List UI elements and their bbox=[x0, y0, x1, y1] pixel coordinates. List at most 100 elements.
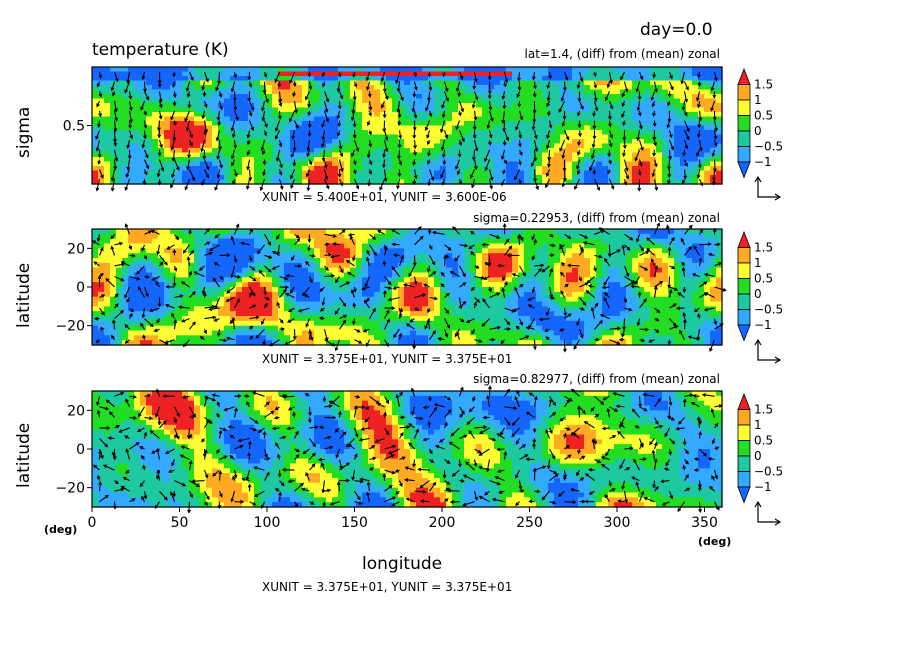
heat-cell bbox=[392, 121, 399, 127]
heat-cell bbox=[494, 89, 501, 95]
heat-cell bbox=[542, 267, 549, 274]
heat-cell bbox=[404, 139, 411, 145]
heat-cell bbox=[104, 112, 111, 118]
wind-vector-head bbox=[366, 86, 370, 91]
heat-cell bbox=[362, 103, 369, 109]
heat-cell bbox=[668, 121, 675, 127]
heat-cell bbox=[206, 80, 213, 86]
heat-cell bbox=[344, 80, 351, 86]
heat-cell bbox=[464, 282, 471, 288]
heat-cell bbox=[164, 282, 171, 288]
wind-vector-head bbox=[233, 145, 238, 150]
heat-cell bbox=[326, 161, 333, 167]
heat-cell bbox=[212, 148, 219, 154]
heat-cell bbox=[176, 262, 183, 269]
heat-cell bbox=[458, 267, 465, 274]
heat-cell bbox=[152, 152, 159, 158]
heat-cell bbox=[272, 233, 279, 240]
heat-cell bbox=[206, 262, 213, 269]
heat-cell bbox=[566, 248, 573, 254]
heat-cell bbox=[296, 282, 303, 288]
heat-cell bbox=[128, 272, 135, 278]
wind-vector-head bbox=[368, 161, 373, 166]
heat-cell bbox=[584, 134, 591, 140]
wind-vector-head bbox=[159, 144, 163, 149]
heat-cell bbox=[482, 143, 489, 149]
heat-cell bbox=[98, 116, 105, 122]
heat-cell bbox=[542, 166, 549, 172]
heat-cell bbox=[692, 248, 699, 254]
heat-cell bbox=[356, 121, 363, 127]
heat-cell bbox=[320, 148, 327, 154]
wind-vector bbox=[547, 91, 551, 101]
heat-cell bbox=[428, 179, 435, 185]
heat-cell bbox=[320, 248, 327, 254]
heat-cell bbox=[302, 243, 309, 249]
wind-vector-head bbox=[230, 88, 235, 93]
heat-cell bbox=[662, 179, 669, 185]
heat-cell bbox=[602, 179, 609, 185]
wind-vector bbox=[425, 100, 431, 111]
heat-cell bbox=[662, 80, 669, 86]
heat-cell bbox=[176, 76, 183, 82]
heat-cell bbox=[500, 89, 507, 95]
heat-cell bbox=[410, 112, 417, 118]
wind-vector-head bbox=[324, 175, 329, 180]
heat-cell bbox=[614, 258, 621, 264]
heat-cell bbox=[632, 94, 639, 100]
heat-cell bbox=[368, 272, 375, 278]
heat-cell bbox=[698, 233, 705, 240]
heat-cell bbox=[110, 166, 117, 172]
heat-cell bbox=[362, 272, 369, 278]
heat-cell bbox=[284, 112, 291, 118]
heat-cell bbox=[584, 253, 591, 259]
heat-cell bbox=[566, 89, 573, 95]
heat-cell bbox=[590, 161, 597, 167]
heat-cell bbox=[260, 175, 267, 181]
heat-cell bbox=[230, 139, 237, 145]
heat-cell bbox=[332, 134, 339, 140]
heat-cell bbox=[542, 130, 549, 136]
heat-cell bbox=[314, 175, 321, 181]
heat-cell bbox=[104, 157, 111, 163]
heat-cell bbox=[470, 94, 477, 100]
wind-vector bbox=[96, 178, 101, 191]
heat-cell bbox=[134, 179, 141, 185]
heat-cell bbox=[98, 179, 105, 185]
wind-vector-head bbox=[124, 186, 129, 191]
heat-cell bbox=[680, 262, 687, 269]
heat-cell bbox=[668, 98, 675, 104]
wind-vector-head bbox=[292, 82, 297, 88]
heat-cell bbox=[596, 179, 603, 185]
heat-cell bbox=[314, 112, 321, 118]
heat-cell bbox=[248, 89, 255, 95]
heat-cell bbox=[704, 125, 711, 131]
heat-cell bbox=[548, 139, 555, 145]
heat-cell bbox=[452, 89, 459, 95]
heat-cell bbox=[602, 253, 609, 259]
heat-cell bbox=[278, 71, 285, 77]
heat-cell bbox=[332, 262, 339, 269]
heat-cell bbox=[542, 248, 549, 254]
heat-cell bbox=[680, 80, 687, 86]
heat-cell bbox=[470, 130, 477, 136]
heat-cell bbox=[392, 85, 399, 91]
wind-vector-head bbox=[545, 184, 549, 189]
heat-cell bbox=[554, 94, 561, 100]
heat-cell bbox=[512, 170, 519, 176]
wind-vector-head bbox=[172, 102, 177, 107]
heat-cell bbox=[446, 170, 453, 176]
heat-cell bbox=[698, 161, 705, 167]
heat-cell bbox=[536, 94, 543, 100]
heat-cell bbox=[302, 80, 309, 86]
heat-cell bbox=[260, 98, 267, 104]
heat-cell bbox=[290, 148, 297, 154]
heat-cell bbox=[362, 166, 369, 172]
heat-cell bbox=[128, 262, 135, 269]
heat-cell bbox=[512, 94, 519, 100]
heat-cell bbox=[188, 277, 195, 283]
heat-cell bbox=[308, 248, 315, 254]
heat-cell bbox=[440, 67, 447, 73]
heat-cell bbox=[680, 248, 687, 254]
heat-cell bbox=[350, 76, 357, 82]
